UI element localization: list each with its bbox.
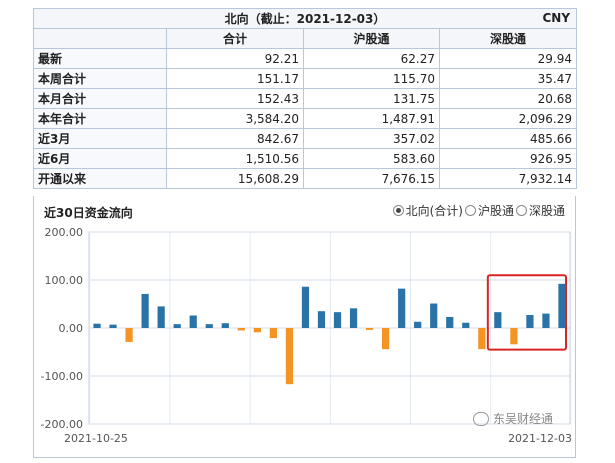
radio-sh-icon[interactable] [464,205,476,216]
cell-sz: 35.47 [438,68,578,89]
northbound-table: 北向（截止：2021-12-03） CNY 合计 沪股通 深股通 最新 92.2… [32,8,578,189]
bar [317,311,326,328]
cell-total: 842.67 [166,128,304,149]
bar [446,316,454,328]
bar [285,328,294,385]
bar [430,303,438,328]
bar [558,283,566,328]
column-header-sh: 沪股通 [303,28,440,49]
flow-chart-panel: 200.00 100.00 0.00 -100.00 -200.00 2021-10-25… [33,196,576,458]
y-tick-label: -100.00 [41,370,83,383]
highlight-box [486,274,568,351]
bar [109,324,117,328]
bar [237,328,245,331]
bar [157,306,165,328]
bar [221,323,229,328]
series-legend: 北向(合计) 沪股通 深股通 [391,202,565,219]
column-header-row: 合计 沪股通 深股通 [33,28,578,49]
row-label: 近6月 [33,148,167,169]
cell-total: 92.21 [166,48,304,69]
table-row: 本月合计 152.43 131.75 20.68 [33,88,578,109]
bar [398,288,406,328]
cell-sh: 357.02 [303,128,440,149]
chart-title: 近30日资金流向 [44,206,133,220]
cell-total: 152.43 [166,88,304,109]
row-label: 本年合计 [33,108,167,129]
cell-sh: 131.75 [303,88,440,109]
y-tick-label: 100.00 [45,274,84,287]
bar [141,293,149,328]
table-row: 本周合计 151.17 115.70 35.47 [33,68,578,89]
row-label: 最新 [33,48,167,69]
corner-cell [33,28,167,49]
cell-sz: 20.68 [438,88,578,109]
cell-total: 1,510.56 [166,148,304,169]
cell-total: 15,608.29 [166,168,304,189]
legend-total-label: 北向(合计) [405,204,463,218]
row-label: 本月合计 [33,88,167,109]
cell-sh: 115.70 [303,68,440,89]
bar [173,324,181,328]
legend-sh-label: 沪股通 [477,204,514,218]
column-header-sz: 深股通 [438,28,578,49]
legend-sz[interactable]: 深股通 [515,202,565,219]
table-title: 北向（截止：2021-12-03） CNY [32,8,578,29]
cell-sz: 7,932.14 [438,168,578,189]
bar [301,286,310,328]
y-tick-label: 0.00 [59,322,84,335]
table-row: 本年合计 3,584.20 1,487.91 2,096.29 [33,108,578,129]
flow-chart: 200.00 100.00 0.00 -100.00 -200.002021-10-25… [41,226,572,445]
table-row: 开通以来 15,608.29 7,676.15 7,932.14 [33,168,578,189]
bar [269,328,277,339]
table-row: 最新 92.21 62.27 29.94 [33,48,578,69]
y-tick-label: 200.00 [45,226,84,239]
bar [365,328,374,330]
bar [414,321,422,328]
bar [382,328,390,350]
currency-label: CNY [542,11,571,25]
watermark: 东吴财经通 [472,410,553,427]
bar [494,312,502,328]
row-label: 本周合计 [33,68,167,89]
cell-total: 151.17 [166,68,304,89]
table-row: 近6月 1,510.56 583.60 926.95 [33,148,578,169]
cell-sz: 2,096.29 [438,108,578,129]
cell-sh: 1,487.91 [303,108,440,129]
watermark-text: 东吴财经通 [492,412,553,426]
radio-sz-icon[interactable] [515,205,527,216]
x-end-label: 2021-12-03 [508,432,572,445]
stats-table: 北向（截止：2021-12-03） CNY 合计 沪股通 深股通 最新 92.2… [32,8,578,189]
cell-sz: 485.66 [438,128,578,149]
table-row: 近3月 842.67 357.02 485.66 [33,128,578,149]
bar [253,328,261,333]
bar [510,328,518,345]
wechat-icon [472,411,489,426]
bar [462,322,470,328]
radio-total-icon[interactable] [392,205,404,216]
bar [333,312,342,328]
cell-sz: 926.95 [438,148,578,169]
x-start-label: 2021-10-25 [64,432,128,445]
bar [93,323,101,328]
bar [189,315,197,328]
bar [349,308,358,328]
bar [125,328,133,342]
cell-sz: 29.94 [438,48,578,69]
bar [542,313,550,328]
cell-sh: 62.27 [303,48,440,69]
legend-total[interactable]: 北向(合计) [392,202,463,219]
cell-total: 3,584.20 [166,108,304,129]
legend-sz-label: 深股通 [528,204,565,218]
cell-sh: 583.60 [303,148,440,169]
cell-sh: 7,676.15 [303,168,440,189]
legend-sh[interactable]: 沪股通 [464,202,514,219]
bar [526,315,534,328]
bar [205,324,213,328]
y-tick-label: -200.00 [41,418,83,431]
row-label: 开通以来 [33,168,167,189]
bar [478,328,486,350]
row-label: 近3月 [33,128,167,149]
column-header-total: 合计 [166,28,304,49]
table-title-text: 北向（截止：2021-12-03） [224,12,386,26]
